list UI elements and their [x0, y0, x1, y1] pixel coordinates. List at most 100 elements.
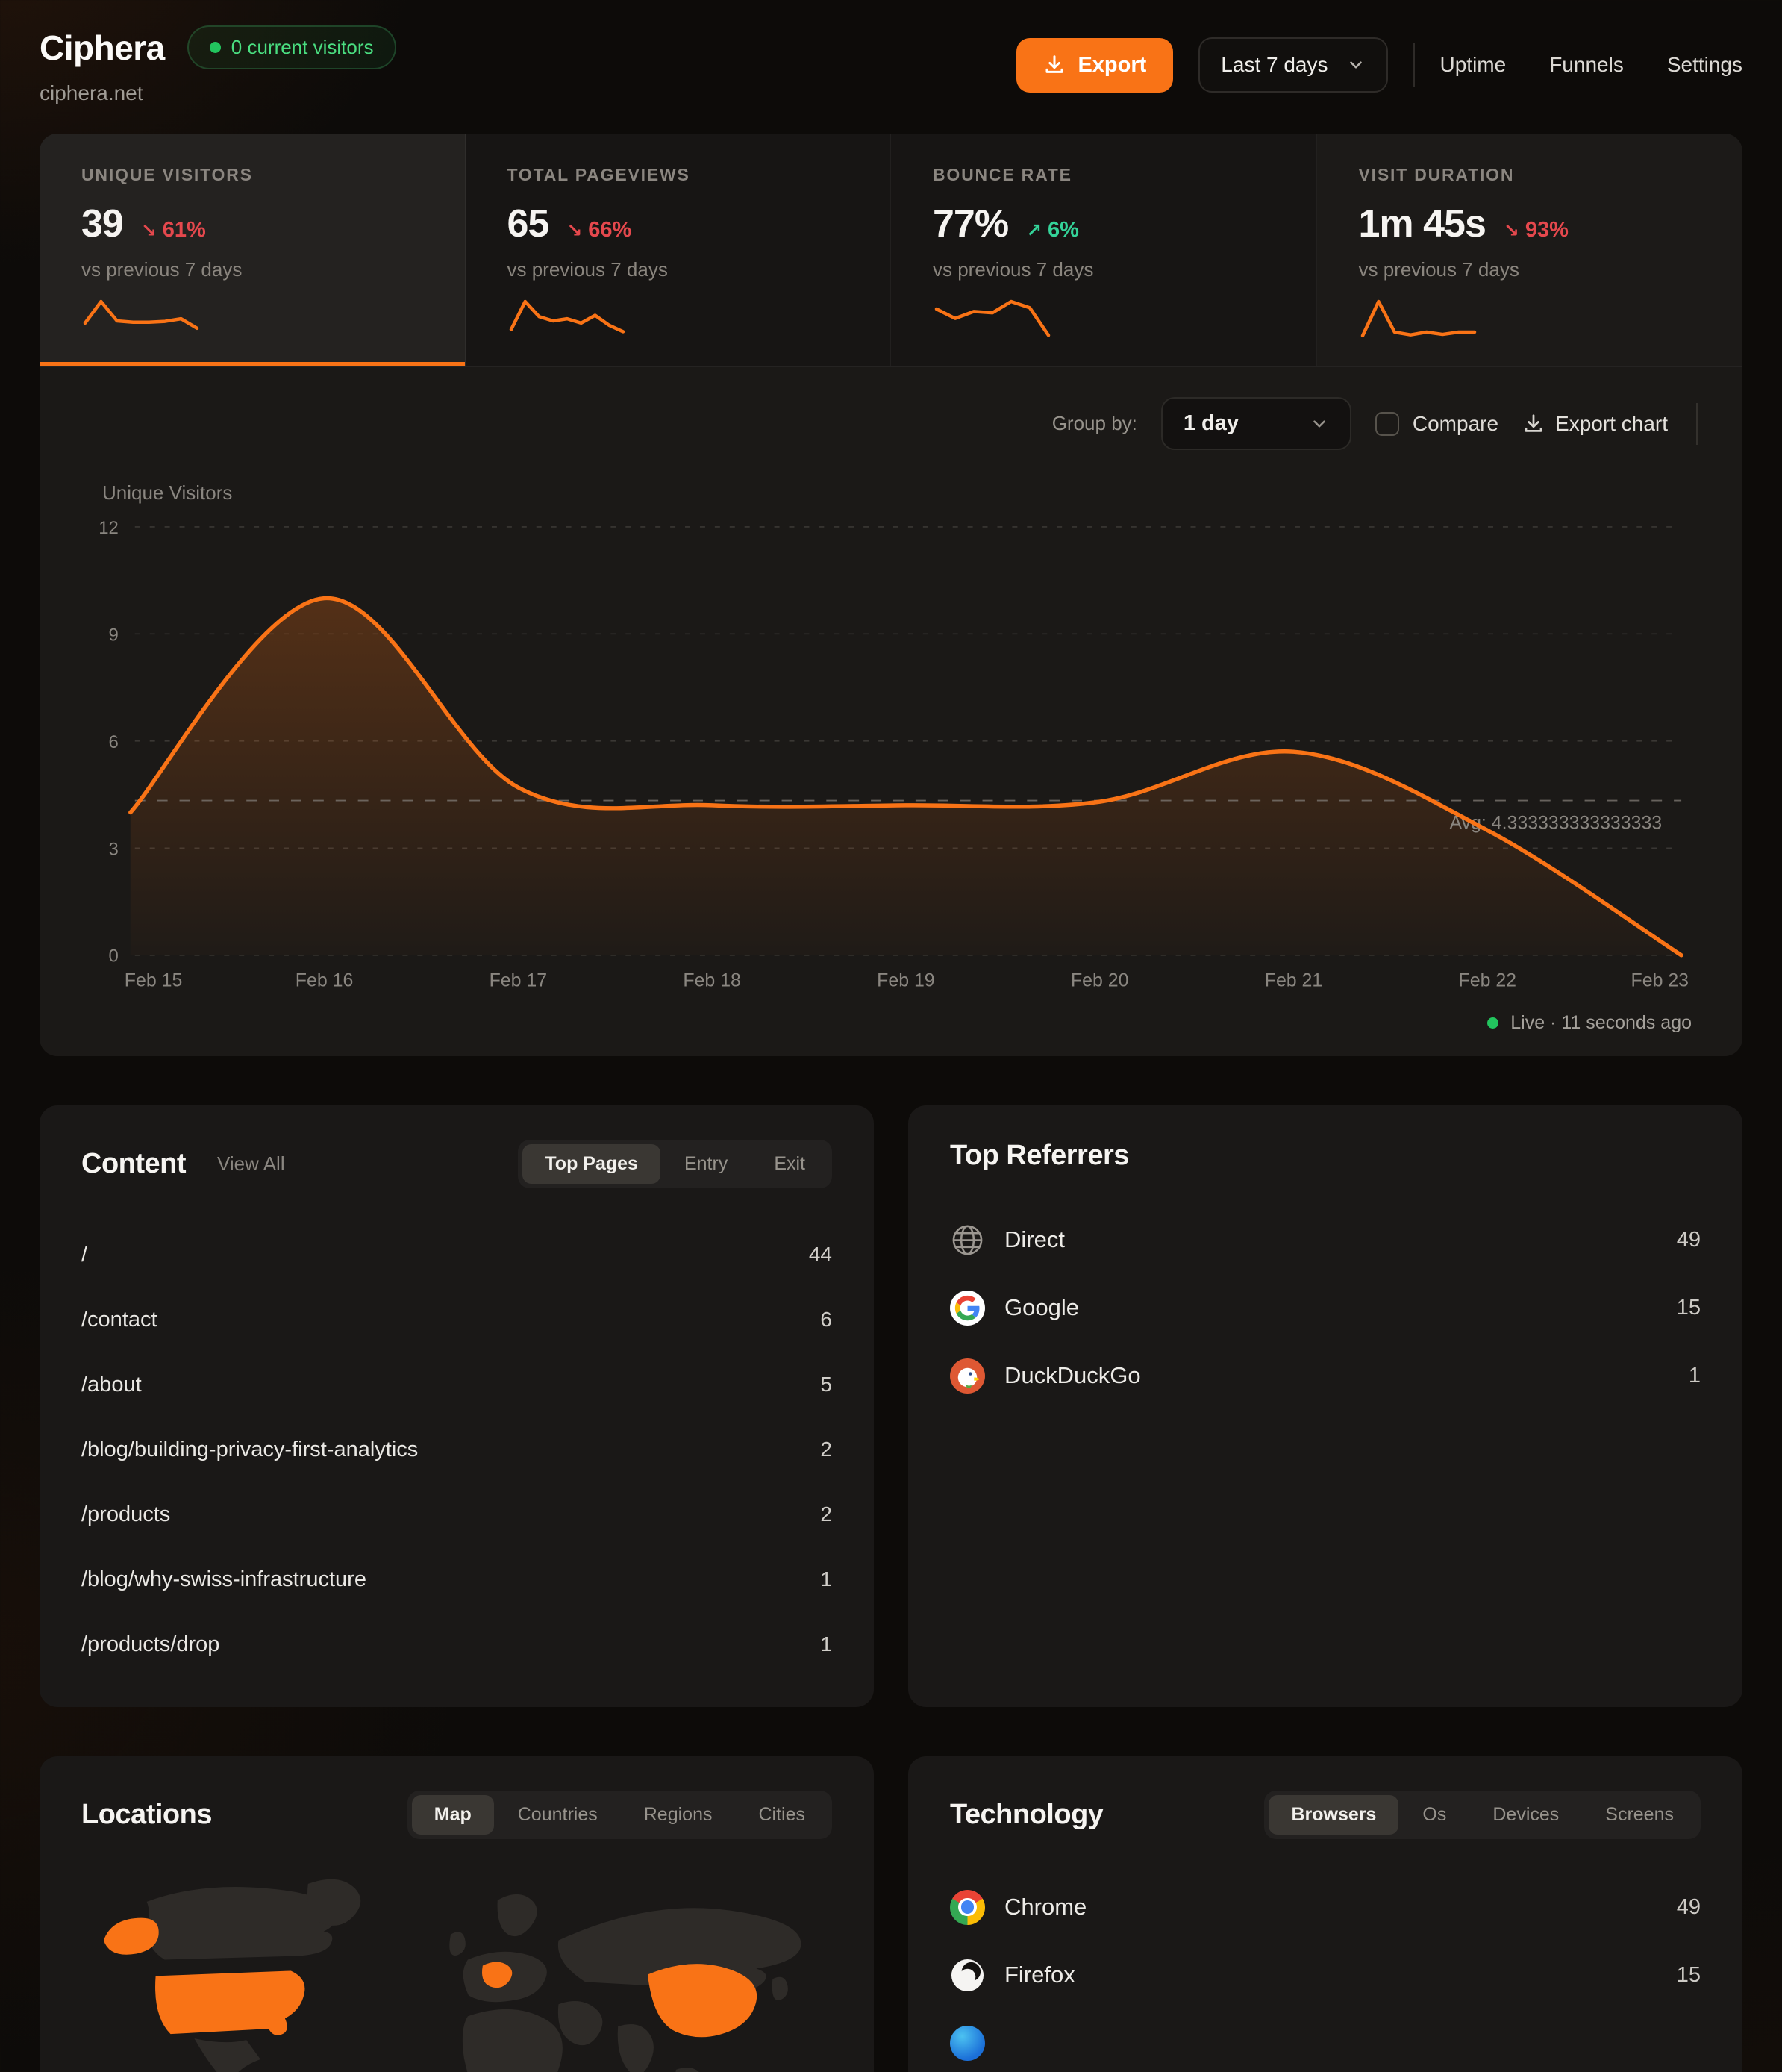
- google-icon: [950, 1290, 985, 1326]
- svg-text:9: 9: [109, 625, 119, 645]
- live-status: Live · 11 seconds ago: [84, 1012, 1698, 1034]
- stat-value: 39: [81, 202, 124, 246]
- compare-toggle[interactable]: Compare: [1375, 411, 1498, 436]
- table-row[interactable]: /blog/building-privacy-first-analytics 2: [81, 1437, 832, 1461]
- stats-row: UNIQUE VISITORS 39 ↘ 61% vs previous 7 da…: [40, 134, 1742, 367]
- land-canada: [146, 1886, 337, 1960]
- table-row[interactable]: /44: [81, 1242, 832, 1267]
- trend-arrow-icon: ↘: [566, 220, 583, 241]
- main-nav: Uptime Funnels Settings: [1440, 53, 1743, 77]
- tab-map[interactable]: Map: [411, 1794, 494, 1835]
- current-visitors-badge[interactable]: 0 current visitors: [187, 25, 396, 69]
- nav-funnels[interactable]: Funnels: [1549, 53, 1624, 76]
- locations-title: Locations: [81, 1798, 212, 1830]
- stat-visit-duration[interactable]: VISIT DURATION 1m 45s ↘ 93% vs previous 7…: [1316, 134, 1742, 366]
- globe-icon: [952, 1225, 983, 1255]
- table-row[interactable]: /contact 6: [81, 1307, 832, 1332]
- list-item[interactable]: [950, 2009, 1701, 2072]
- land-middle-east: [557, 2000, 603, 2045]
- svg-text:Feb 21: Feb 21: [1265, 970, 1322, 991]
- table-row[interactable]: /products/drop 1: [81, 1632, 832, 1656]
- land-europe-highlight: [481, 1962, 513, 1988]
- list-item[interactable]: Direct 49: [950, 1206, 1701, 1274]
- nav-settings[interactable]: Settings: [1666, 53, 1742, 76]
- land-mexico: [194, 2038, 261, 2072]
- locations-tabs: Map Countries Regions Cities: [407, 1790, 832, 1839]
- download-icon: [1045, 55, 1063, 73]
- chart-controls: Group by: 1 day Compare Export chart: [84, 397, 1698, 450]
- tab-countries[interactable]: Countries: [517, 1803, 598, 1825]
- firefox-icon: [951, 1959, 984, 1991]
- list-item[interactable]: DuckDuckGo 1: [950, 1342, 1701, 1410]
- stat-delta: ↘ 61%: [140, 218, 206, 242]
- header-controls: Export Last 7 days Uptime Funnels Settin…: [1016, 37, 1742, 93]
- tab-screens[interactable]: Screens: [1605, 1803, 1674, 1825]
- stat-value: 65: [507, 202, 550, 246]
- analytics-panel: UNIQUE VISITORS 39 ↘ 61% vs previous 7 da…: [40, 134, 1742, 1056]
- chevron-down-icon: [1349, 61, 1362, 69]
- download-icon: [1525, 414, 1542, 432]
- land-japan: [772, 1976, 788, 2000]
- tab-browsers[interactable]: Browsers: [1269, 1794, 1399, 1835]
- table-row[interactable]: /products 2: [81, 1502, 832, 1526]
- tab-os[interactable]: Os: [1422, 1803, 1447, 1825]
- site-domain: ciphera.net: [40, 81, 143, 104]
- middle-row: Content View All Top Pages Entry Exit /4…: [40, 1105, 1742, 1707]
- tab-exit[interactable]: Exit: [774, 1152, 805, 1174]
- svg-text:Feb 20: Feb 20: [1071, 970, 1128, 991]
- stat-bounce-rate[interactable]: BOUNCE RATE 77% ↗ 6% vs previous 7 days: [891, 134, 1317, 366]
- chevron-down-icon: [1313, 419, 1325, 428]
- svg-text:Feb 16: Feb 16: [296, 970, 353, 991]
- table-row[interactable]: /about 5: [81, 1372, 832, 1397]
- bottom-row: Locations Map Countries Regions Cities: [40, 1756, 1742, 2072]
- technology-title: Technology: [950, 1798, 1104, 1830]
- view-all-link[interactable]: View All: [217, 1152, 285, 1175]
- tab-regions[interactable]: Regions: [643, 1803, 713, 1825]
- tab-devices[interactable]: Devices: [1492, 1803, 1560, 1825]
- live-status-text: Live · 11 seconds ago: [1510, 1011, 1692, 1033]
- land-uk: [449, 1931, 466, 1956]
- technology-rows: Chrome 49 Firefox 15: [950, 1873, 1701, 2072]
- list-item[interactable]: Chrome 49: [950, 1873, 1701, 1941]
- list-item[interactable]: Firefox 15: [950, 1941, 1701, 2009]
- technology-panel: Technology Browsers Os Devices Screens C…: [908, 1756, 1742, 2072]
- tab-top-pages[interactable]: Top Pages: [522, 1143, 660, 1184]
- header-left: Ciphera 0 current visitors ciphera.net: [40, 25, 396, 105]
- date-range-select[interactable]: Last 7 days: [1198, 37, 1388, 93]
- trend-arrow-icon: ↗: [1026, 220, 1042, 241]
- chrome-icon: [950, 1889, 985, 1925]
- nav-uptime[interactable]: Uptime: [1439, 53, 1507, 76]
- svg-text:12: 12: [99, 518, 119, 538]
- controls-divider: [1696, 402, 1698, 445]
- compare-checkbox[interactable]: [1375, 411, 1399, 436]
- content-tabs: Top Pages Entry Exit: [518, 1139, 832, 1188]
- stat-compare: vs previous 7 days: [933, 258, 1094, 281]
- land-usa-highlight: [155, 1970, 305, 2035]
- tab-entry[interactable]: Entry: [684, 1152, 728, 1174]
- list-item[interactable]: Google 15: [950, 1274, 1701, 1342]
- tab-cities[interactable]: Cities: [758, 1803, 805, 1825]
- svg-text:Avg: 4.333333333333333: Avg: 4.333333333333333: [1449, 812, 1662, 833]
- stat-delta: ↗ 6%: [1026, 218, 1079, 242]
- land-scandinavia: [497, 1894, 537, 1936]
- export-chart-button[interactable]: Export chart: [1522, 412, 1668, 436]
- land-africa: [462, 2009, 563, 2072]
- table-row[interactable]: /blog/why-swiss-infrastructure 1: [81, 1567, 832, 1591]
- export-button[interactable]: Export: [1016, 37, 1174, 93]
- land-alaska-highlight: [103, 1917, 159, 1955]
- stat-unique-visitors[interactable]: UNIQUE VISITORS 39 ↘ 61% vs previous 7 da…: [40, 134, 466, 366]
- group-by-select[interactable]: 1 day: [1160, 397, 1351, 450]
- stat-value: 77%: [933, 202, 1009, 246]
- referrers-title: Top Referrers: [950, 1139, 1129, 1171]
- stat-compare: vs previous 7 days: [1358, 258, 1519, 281]
- stat-total-pageviews[interactable]: TOTAL PAGEVIEWS 65 ↘ 66% vs previous 7 da…: [465, 134, 891, 366]
- land-china-highlight: [647, 1963, 757, 2037]
- svg-text:0: 0: [109, 946, 119, 967]
- site-title: Ciphera: [40, 28, 165, 67]
- content-rows: /44 /contact 6 /about 5 /blog/building-pri…: [81, 1223, 832, 1677]
- land-india: [617, 2023, 654, 2072]
- visitors-chart: 0 3 6 9 12 Feb 15 Feb 16 Feb 17 Feb 18 Feb 19 Feb …: [99, 518, 1689, 991]
- sparkline-chart: [83, 299, 199, 331]
- world-map[interactable]: [81, 1869, 832, 2072]
- sparkline-chart: [509, 299, 625, 334]
